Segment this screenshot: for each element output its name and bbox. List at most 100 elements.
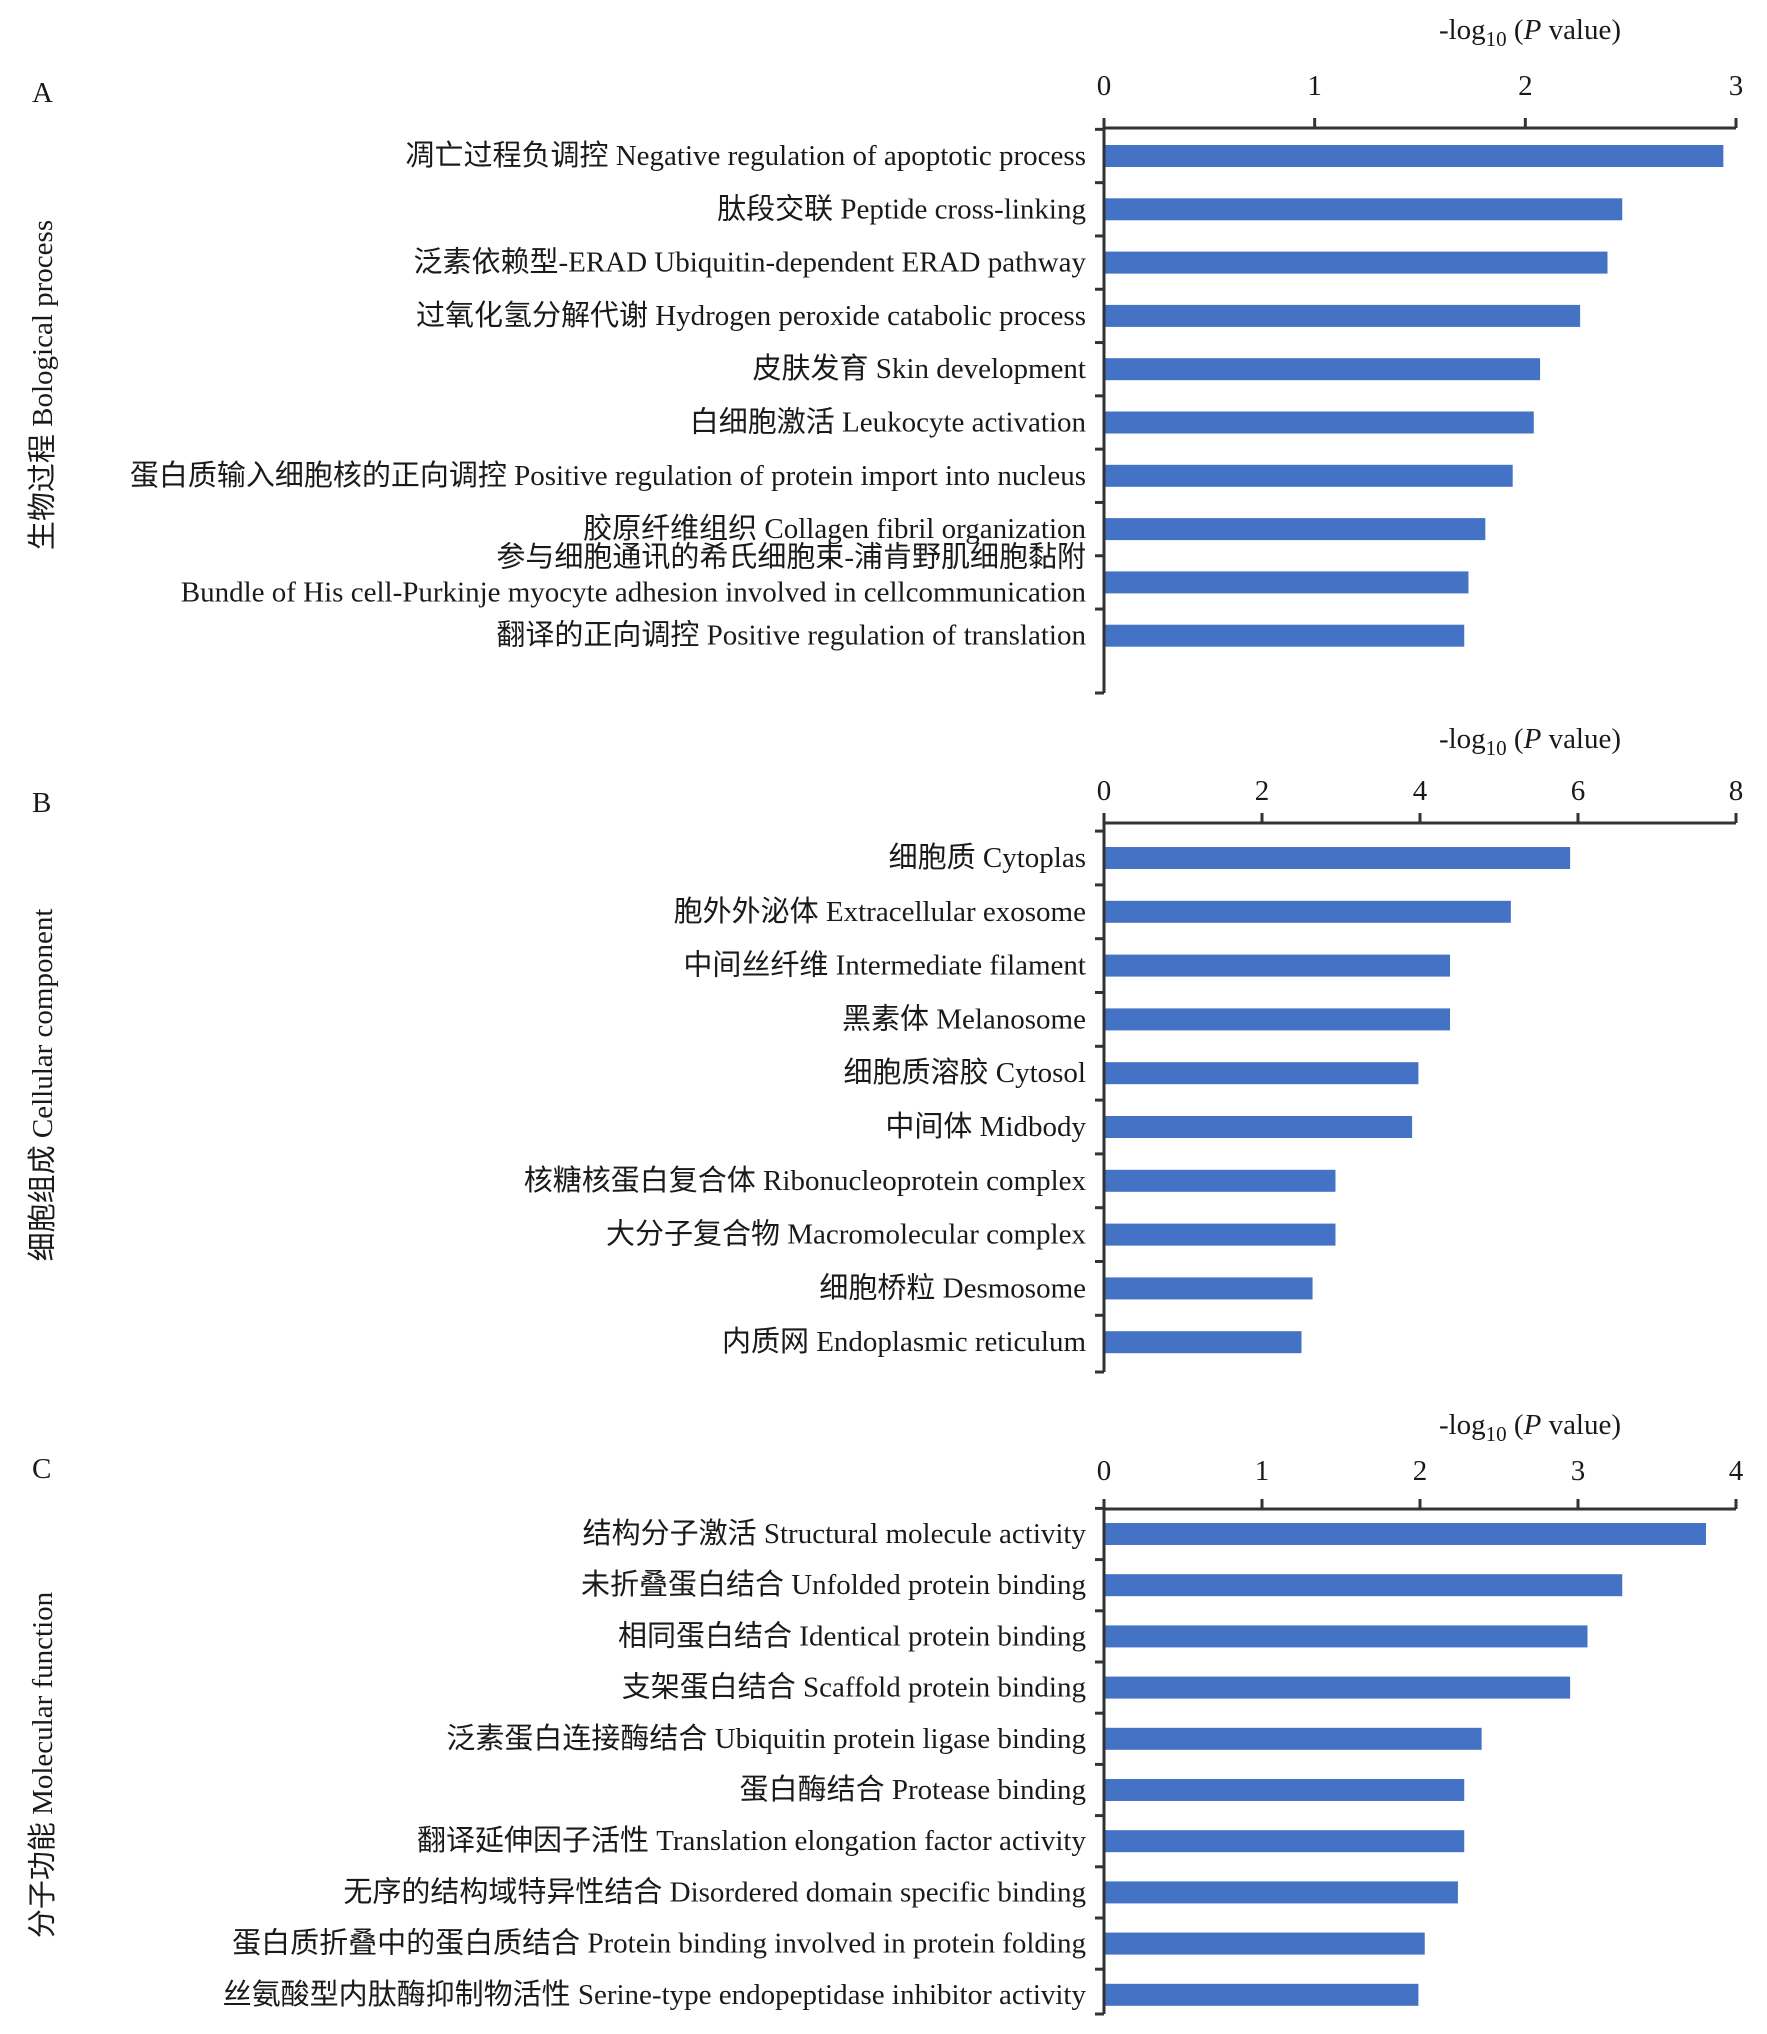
category-label-line1: 参与细胞通讯的希氏细胞束-浦肯野肌细胞黏附 — [496, 540, 1086, 573]
bar — [1105, 954, 1451, 977]
x-tick-label: 1 — [1255, 1455, 1270, 1487]
panel-label: B — [32, 787, 51, 819]
bar — [1105, 411, 1534, 434]
x-axis-title: -log10 (P value) — [1439, 1409, 1621, 1446]
chart-panel-b: B 细胞组成 Cellular component -log10 (P value)… — [26, 723, 1744, 1374]
x-tick-label: 4 — [1413, 775, 1428, 807]
category-label: 肽段交联 Peptide cross-linking — [717, 192, 1086, 225]
x-tick-label: 0 — [1097, 70, 1112, 102]
bar — [1105, 847, 1571, 869]
x-axis-title-italic: P — [1523, 1409, 1542, 1441]
x-axis-title-prefix: -log — [1439, 14, 1486, 46]
category-label-line2: Bundle of His cell-Purkinje myocyte adhe… — [181, 576, 1087, 608]
bar — [1105, 1676, 1571, 1699]
y-axis-label: 细胞组成 Cellular component — [26, 909, 59, 1262]
x-axis-title-prefix: -log — [1439, 1409, 1486, 1441]
bar — [1105, 304, 1581, 327]
category-label: 黑素体 Melanosome — [842, 1002, 1086, 1035]
x-axis-title-subscript: 10 — [1486, 27, 1507, 51]
category-label: 蛋白质输入细胞核的正向调控 Positive regulation of pro… — [130, 459, 1086, 492]
category-label: 蛋白质折叠中的蛋白质结合 Protein binding involved in… — [232, 1927, 1086, 1960]
chart-panel-c: C 分子功能 Molecular function -log10 (P value)… — [26, 1409, 1744, 2016]
x-tick-label: 3 — [1571, 1455, 1586, 1487]
x-tick-label: 0 — [1097, 775, 1112, 807]
category-label: 翻译延伸因子活性 Translation elongation factor a… — [417, 1824, 1087, 1857]
bar — [1105, 1331, 1302, 1354]
x-axis-title-rest: value) — [1541, 1409, 1621, 1441]
category-label: 相同蛋白结合 Identical protein binding — [618, 1619, 1086, 1652]
bar — [1105, 464, 1513, 487]
x-tick-label: 2 — [1413, 1455, 1428, 1487]
bar — [1105, 1116, 1413, 1138]
x-axis-title-open: ( — [1507, 14, 1524, 46]
panel-label: A — [32, 77, 53, 109]
x-axis-title-subscript: 10 — [1486, 1422, 1507, 1446]
category-label: 细胞桥粒 Desmosome — [819, 1271, 1086, 1304]
category-label: 核糖核蛋白复合体 Ribonucleoprotein complex — [524, 1164, 1087, 1197]
x-tick-label: 6 — [1571, 775, 1586, 807]
category-label: 凋亡过程负调控 Negative regulation of apoptotic… — [405, 139, 1086, 172]
category-label: 细胞质溶胶 Cytosol — [844, 1056, 1087, 1089]
bar — [1105, 1523, 1706, 1545]
x-tick-label: 3 — [1729, 70, 1744, 102]
bar — [1105, 1983, 1419, 2006]
bar — [1105, 1727, 1482, 1750]
category-label: 大分子复合物 Macromolecular complex — [606, 1218, 1086, 1251]
category-label: 泛素依赖型-ERAD Ubiquitin-dependent ERAD path… — [413, 246, 1086, 279]
x-tick-label: 4 — [1729, 1455, 1744, 1487]
category-label: 细胞质 Cytoplas — [889, 841, 1086, 874]
bar — [1105, 145, 1724, 167]
bar — [1105, 518, 1486, 541]
category-label: 支架蛋白结合 Scaffold protein binding — [622, 1671, 1086, 1704]
bar — [1105, 624, 1465, 647]
category-label: 胶原纤维组织 Collagen fibril organization — [583, 512, 1086, 545]
category-label: 中间体 Midbody — [885, 1110, 1086, 1143]
bar — [1105, 1932, 1425, 1955]
bar — [1105, 1881, 1458, 1904]
bar — [1105, 900, 1511, 923]
bar — [1105, 251, 1608, 274]
x-tick-label: 8 — [1729, 775, 1744, 807]
x-axis-title-italic: P — [1523, 14, 1542, 46]
bar — [1105, 1008, 1451, 1031]
panel-label: C — [32, 1453, 51, 1485]
bar — [1105, 1830, 1465, 1853]
y-axis-label: 生物过程 Bological process — [26, 220, 59, 550]
x-axis-title: -log10 (P value) — [1439, 14, 1621, 51]
x-axis-title-italic: P — [1523, 723, 1542, 755]
category-label: 泛素蛋白连接酶结合 Ubiquitin protein ligase bindi… — [446, 1722, 1086, 1755]
bar — [1105, 1574, 1623, 1597]
x-tick-label: 1 — [1307, 70, 1322, 102]
category-label: 无序的结构域特异性结合 Disordered domain specific b… — [343, 1875, 1086, 1908]
category-label: 结构分子激活 Structural molecule activity — [583, 1517, 1087, 1550]
x-axis-title-rest: value) — [1541, 14, 1621, 46]
bar — [1105, 358, 1541, 381]
category-label: 翻译的正向调控 Positive regulation of translati… — [496, 619, 1086, 652]
category-label: 中间丝纤维 Intermediate filament — [683, 949, 1086, 982]
category-label: 蛋白酶结合 Protease binding — [740, 1773, 1086, 1806]
category-label: 过氧化氢分解代谢 Hydrogen peroxide catabolic pro… — [416, 299, 1086, 332]
bar — [1105, 1062, 1419, 1085]
category-label: 胞外外泌体 Extracellular exosome — [674, 895, 1086, 928]
chart-panel-a: A 生物过程 Bological process -log10 (P value) 0… — [26, 14, 1744, 695]
bar — [1105, 1277, 1313, 1300]
x-axis-title-open: ( — [1507, 1409, 1524, 1441]
x-tick-label: 2 — [1255, 775, 1270, 807]
y-axis-label: 分子功能 Molecular function — [26, 1591, 59, 1938]
x-axis-title-subscript: 10 — [1486, 736, 1507, 760]
category-label: 丝氨酸型内肽酶抑制物活性 Serine-type endopeptidase i… — [223, 1978, 1087, 2011]
category-label: 皮肤发育 Skin development — [753, 352, 1086, 385]
x-axis-title: -log10 (P value) — [1439, 723, 1621, 760]
bar — [1105, 198, 1623, 221]
category-label: 未折叠蛋白结合 Unfolded protein binding — [581, 1568, 1086, 1601]
x-axis-title-prefix: -log — [1439, 723, 1486, 755]
bar — [1105, 1625, 1588, 1648]
category-label: 白细胞激活 Leukocyte activation — [690, 406, 1087, 439]
x-tick-label: 2 — [1518, 70, 1533, 102]
x-axis-title-open: ( — [1507, 723, 1524, 755]
x-axis-title-rest: value) — [1541, 723, 1621, 755]
category-label: 内质网 Endoplasmic reticulum — [722, 1325, 1086, 1358]
bar — [1105, 1223, 1336, 1246]
bar — [1105, 1779, 1465, 1801]
